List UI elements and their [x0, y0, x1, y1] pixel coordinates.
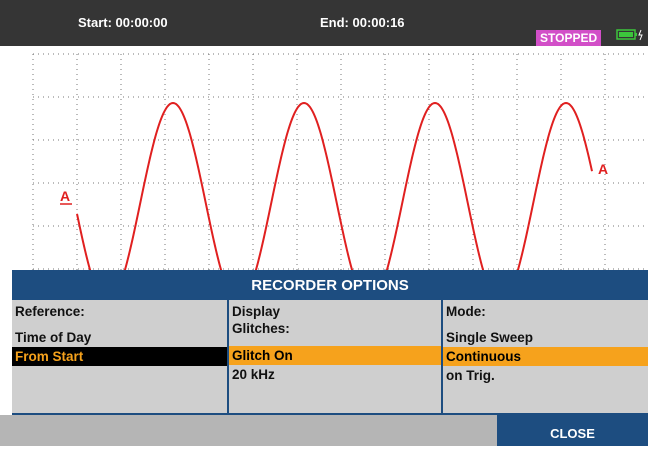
waveform-plot: A A [32, 53, 645, 270]
end-time: End: 00:00:16 [320, 15, 405, 30]
option[interactable]: Time of Day [15, 330, 92, 345]
option[interactable]: Continuous [443, 347, 648, 366]
marker-right: A [598, 161, 608, 177]
option-column: Reference: Time of Day From Start [12, 300, 227, 413]
option[interactable]: From Start [12, 347, 227, 366]
waveform [76, 101, 593, 270]
grid [32, 53, 645, 270]
option-column: Mode: Single Sweep Continuous on Trig. [443, 300, 648, 413]
close-button[interactable]: CLOSE [497, 415, 648, 446]
option[interactable]: Single Sweep [446, 330, 534, 345]
start-time: Start: 00:00:00 [78, 15, 168, 30]
top-bar: Start: 00:00:00 End: 00:00:16 STOPPED [0, 0, 648, 46]
option-column: Display Glitches: Glitch On 20 kHz [229, 300, 441, 413]
status-badge: STOPPED [536, 30, 602, 46]
column-heading: Glitches: [232, 321, 290, 336]
column-heading: Display [232, 304, 281, 319]
column-heading: Mode: [446, 304, 486, 319]
option[interactable]: Glitch On [229, 346, 441, 365]
option[interactable]: on Trig. [446, 368, 495, 383]
battery-icon [616, 29, 643, 41]
column-heading: Reference: [15, 304, 85, 319]
dialog-title: RECORDER OPTIONS [12, 270, 648, 300]
marker-left: A [60, 188, 70, 204]
option[interactable]: 20 kHz [232, 367, 275, 382]
dialog-body: Reference: Time of Day From Start Display Gl… [12, 300, 648, 415]
